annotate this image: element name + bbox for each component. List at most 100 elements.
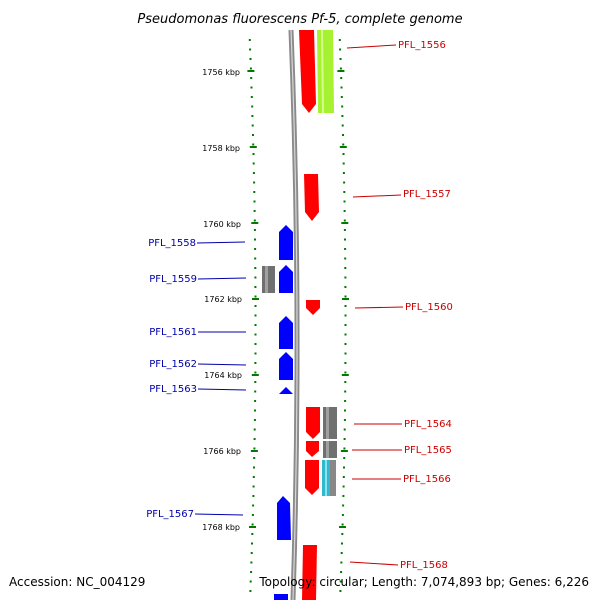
major-tick — [251, 222, 259, 224]
tick-dot — [254, 238, 256, 241]
tick-dot — [253, 466, 255, 469]
gene-label-pfl-1560[interactable]: PFL_1560 — [405, 302, 453, 313]
tick-dot — [341, 533, 344, 535]
tick-dot — [343, 219, 346, 222]
major-tick — [251, 374, 259, 376]
tick-dot — [250, 552, 253, 554]
tick-dot — [343, 457, 346, 459]
major-tick — [339, 146, 347, 148]
cds-arrow-pfl-1562[interactable] — [279, 352, 293, 380]
reverse-gene-labels: PFL_1558 PFL_1559 PFL_1561 PFL_1562 PFL_… — [146, 238, 197, 520]
map-title: Pseudomonas fluorescens Pf-5, complete g… — [137, 12, 462, 27]
cds-arrow-pfl-1557[interactable] — [304, 174, 319, 221]
tick-dot — [254, 343, 257, 345]
tick-dot — [254, 305, 257, 307]
tick-dot — [344, 324, 347, 326]
tick-dot — [251, 115, 254, 117]
cds-arrow-pfl-1568[interactable] — [302, 545, 317, 600]
gene-label-pfl-1557[interactable]: PFL_1557 — [403, 189, 451, 200]
tick-dot — [340, 571, 343, 573]
tick-dot — [343, 200, 346, 203]
kbp-label-1758: 1758 kbp — [202, 144, 240, 153]
kbp-label-1768: 1768 kbp — [202, 523, 240, 532]
major-tick — [340, 450, 348, 452]
tick-dot — [343, 191, 346, 193]
cds-arrow-pfl-1566[interactable] — [305, 460, 319, 495]
tick-dot — [253, 229, 256, 231]
gene-label-pfl-1568[interactable]: PFL_1568 — [400, 560, 448, 571]
gene-label-pfl-1562[interactable]: PFL_1562 — [149, 359, 197, 370]
tick-dot — [341, 124, 344, 127]
gray-feature-1 — [323, 407, 337, 439]
major-tick — [342, 298, 349, 300]
tick-dot — [250, 571, 253, 573]
tick-dot — [344, 248, 347, 250]
tick-dot — [338, 39, 341, 41]
tick-dot — [254, 324, 257, 326]
tick-dot — [344, 381, 347, 383]
gene-label-pfl-1565[interactable]: PFL_1565 — [404, 445, 452, 456]
kbp-scale: 1756 kbp 1758 kbp 1760 kbp 1762 kbp 1764… — [202, 68, 242, 532]
forward-cds-track — [299, 30, 320, 600]
tick-dot — [252, 476, 255, 478]
tick-dot — [339, 580, 342, 583]
topology-text: Topology: circular; Length: 7,074,893 bp… — [258, 575, 589, 589]
cds-arrow-pfl-1563[interactable] — [279, 387, 293, 394]
gene-label-pfl-1558[interactable]: PFL_1558 — [148, 238, 196, 249]
tick-dot — [254, 276, 257, 279]
reverse-leader-lines — [194, 241, 247, 516]
tick-dot — [252, 504, 255, 507]
tick-dot — [253, 447, 256, 450]
genome-backbone-highlight — [290, 29, 298, 600]
cds-arrow-bottom[interactable] — [274, 594, 288, 600]
tick-dot — [339, 590, 342, 592]
gene-label-pfl-1563[interactable]: PFL_1563 — [149, 384, 197, 395]
gene-label-pfl-1561[interactable]: PFL_1561 — [149, 327, 197, 338]
tick-dot — [251, 105, 254, 108]
major-tick — [249, 526, 256, 528]
forward-leader-lines — [346, 44, 404, 566]
tick-dot — [344, 343, 347, 345]
tick-dot — [252, 134, 254, 136]
major-tick — [339, 526, 346, 528]
tick-dot — [253, 191, 256, 193]
gene-label-pfl-1566[interactable]: PFL_1566 — [403, 474, 451, 485]
tick-dot — [343, 447, 346, 450]
tick-dot — [254, 286, 257, 288]
tick-dot — [342, 495, 345, 497]
tick-dot — [340, 86, 343, 89]
cds-arrow-pfl-1560[interactable] — [306, 300, 320, 315]
tick-dot — [251, 523, 254, 526]
gene-label-pfl-1564[interactable]: PFL_1564 — [404, 419, 452, 430]
tick-dot — [250, 77, 253, 79]
kbp-label-1762: 1762 kbp — [204, 295, 242, 304]
gene-label-pfl-1559[interactable]: PFL_1559 — [149, 274, 197, 285]
tick-dot — [249, 580, 252, 583]
tick-dot — [343, 438, 346, 440]
cds-arrow-pfl-1567[interactable] — [277, 496, 291, 540]
tick-dot — [253, 428, 256, 431]
cds-arrow-pfl-1564[interactable] — [306, 407, 320, 439]
inner-tick-ring — [247, 39, 259, 592]
cds-arrow-pfl-1561[interactable] — [279, 316, 293, 349]
tick-dot — [252, 495, 255, 497]
tick-dot — [254, 409, 256, 412]
tick-dot — [344, 314, 347, 317]
gene-label-pfl-1556[interactable]: PFL_1556 — [398, 40, 446, 51]
cds-arrow-pfl-1558[interactable] — [279, 225, 293, 260]
tick-dot — [249, 48, 252, 51]
tick-dot — [253, 219, 256, 222]
major-tick — [247, 70, 255, 72]
tick-dot — [343, 466, 345, 469]
cds-arrow-pfl-1556[interactable] — [299, 30, 316, 113]
tick-dot — [251, 124, 254, 127]
cds-arrow-pfl-1565[interactable] — [306, 441, 319, 457]
tick-dot — [249, 67, 252, 70]
gene-label-pfl-1567[interactable]: PFL_1567 — [146, 509, 194, 520]
major-tick — [250, 450, 258, 452]
cds-arrow-pfl-1559[interactable] — [279, 265, 293, 293]
tick-dot — [341, 523, 344, 526]
tick-dot — [342, 143, 345, 146]
tick-dot — [344, 390, 347, 393]
